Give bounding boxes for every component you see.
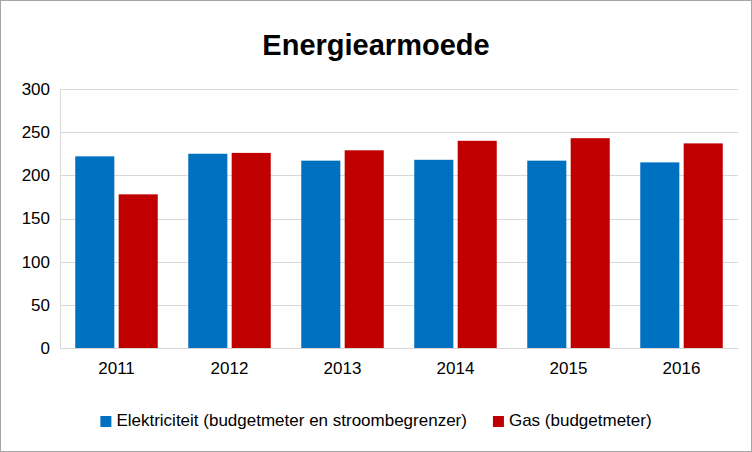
y-tick: 150 [22, 209, 60, 228]
bar [684, 143, 723, 348]
bars [75, 138, 722, 348]
bar [75, 156, 114, 348]
y-tick-label: 50 [31, 296, 50, 315]
bar [119, 194, 158, 348]
x-tick-label: 2016 [663, 359, 701, 378]
y-tick-label: 0 [41, 339, 50, 358]
x-tick: 2016 [663, 348, 701, 378]
grid-line [60, 348, 738, 349]
y-tick: 0 [41, 339, 60, 358]
x-tick-label: 2011 [98, 359, 135, 378]
grid [60, 90, 738, 349]
x-tick-label: 2013 [324, 359, 362, 378]
legend: Elektriciteit (budgetmeter en stroombegr… [100, 411, 651, 430]
grid-line [60, 89, 738, 90]
x-tick: 2012 [211, 348, 249, 378]
chart: Energiearmoede 0 50 100 150 200 250 300 2011 2012… [0, 0, 752, 452]
x-tick: 2015 [550, 348, 588, 378]
bar [232, 153, 271, 348]
y-tick-label: 150 [22, 209, 50, 228]
x-tick: 2013 [324, 348, 362, 378]
grid-line [60, 262, 738, 263]
y-tick: 50 [31, 296, 60, 315]
y-tick: 250 [22, 123, 60, 142]
legend-swatch [100, 416, 111, 427]
x-tick-label: 2014 [437, 359, 475, 378]
x-axis-line [61, 348, 739, 349]
y-tick-label: 200 [22, 166, 50, 185]
legend-label: Gas (budgetmeter) [509, 411, 652, 430]
bar [301, 161, 340, 348]
legend-item: Gas (budgetmeter) [493, 411, 652, 430]
bar [640, 162, 679, 348]
bar [458, 141, 497, 348]
y-tick-label: 300 [22, 80, 50, 99]
x-tick: 2014 [437, 348, 475, 378]
plot: 0501001502002503002011201220132014201520… [22, 80, 739, 378]
x-tick-label: 2015 [550, 359, 588, 378]
bar [414, 160, 453, 348]
title: Energiearmoede [262, 29, 489, 61]
x-axis: 2011 2012 2013 2014 2015 2016 [61, 348, 739, 378]
series [119, 138, 723, 348]
grid-line [60, 175, 738, 176]
x-tick-label: 2012 [211, 359, 249, 378]
bar [571, 138, 610, 348]
grid-line [60, 132, 738, 133]
y-tick: 300 [22, 80, 60, 99]
legend-label: Elektriciteit (budgetmeter en stroombegr… [116, 411, 467, 430]
y-tick-label: 250 [22, 123, 50, 142]
legend-item: Elektriciteit (budgetmeter en stroombegr… [100, 411, 467, 430]
bar [527, 161, 566, 348]
y-tick-label: 100 [22, 253, 50, 272]
bar [188, 154, 227, 348]
x-tick: 2011 [98, 348, 135, 378]
y-tick: 200 [22, 166, 60, 185]
y-axis-line [60, 90, 61, 349]
y-axis: 0 50 100 150 200 250 300 [22, 80, 61, 358]
grid-line [60, 305, 738, 306]
y-tick: 100 [22, 253, 60, 272]
bar [345, 150, 384, 348]
legend-swatch [493, 416, 504, 427]
grid-line [60, 219, 738, 220]
chart-frame [1, 1, 752, 452]
